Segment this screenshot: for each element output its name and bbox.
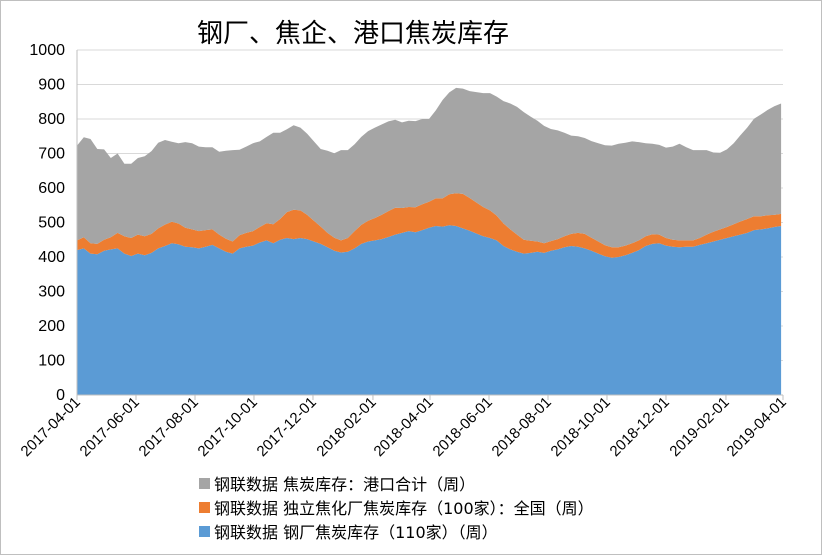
legend: 钢联数据 焦炭库存：港口合计（周） 钢联数据 独立焦化厂焦炭库存（100家）：全… [199,471,594,543]
x-tick-label: 2017-10-01 [195,394,261,460]
chart-title: 钢厂、焦企、港口焦炭库存 [197,19,510,49]
y-tick-label: 200 [38,318,65,335]
y-tick-label: 100 [38,353,65,370]
axes [76,50,784,400]
x-tick-label: 2019-02-01 [666,394,732,460]
y-tick-label: 300 [38,284,65,301]
x-tick-label: 2017-06-01 [77,394,143,460]
y-tick-label: 800 [38,111,65,128]
y-tick-label: 1000 [29,42,65,59]
legend-swatch-coking [199,501,210,513]
legend-swatch-port [199,477,210,489]
x-tick-label: 2018-12-01 [607,394,673,460]
x-tick-label: 2018-02-01 [313,394,379,460]
legend-label-port: 钢联数据 焦炭库存：港口合计（周） [214,475,476,494]
area-series-1 [77,193,782,258]
y-tick-label: 600 [38,180,65,197]
x-tick-label: 2017-08-01 [136,394,202,460]
x-tick-labels: 2017-04-012017-06-012017-08-012017-10-01… [18,394,790,460]
x-tick-label: 2018-10-01 [548,394,614,460]
legend-label-steel: 钢联数据 钢厂焦炭库存（110家）（周） [214,523,498,542]
y-tick-label: 700 [38,146,65,163]
x-tick-label: 2017-12-01 [254,394,320,460]
legend-label-coking: 钢联数据 独立焦化厂焦炭库存（100家）：全国（周） [214,499,594,518]
x-tick-label: 2017-04-01 [18,394,84,460]
x-tick-label: 2018-08-01 [489,394,555,460]
x-tick-label: 2018-04-01 [371,394,437,460]
legend-swatch-steel [199,525,210,537]
legend-item-coking-plant-inventory: 钢联数据 独立焦化厂焦炭库存（100家）：全国（周） [199,495,594,519]
chart-plot: 0 100 200 300 400 500 600 700 800 900 1000 2017-04… [18,42,790,460]
y-tick-label: 400 [38,249,65,266]
y-tick-label: 500 [38,215,65,232]
y-tick-label: 900 [38,77,65,94]
y-tick-labels: 0 100 200 300 400 500 600 700 800 900 1000 [29,42,65,404]
area-series-2 [77,87,782,248]
legend-item-port-inventory: 钢联数据 焦炭库存：港口合计（周） [199,471,594,495]
area-series-0 [77,225,782,395]
x-tick-label: 2019-04-01 [724,394,790,460]
legend-item-steel-mill-inventory: 钢联数据 钢厂焦炭库存（110家）（周） [199,519,594,543]
y-tick-label: 0 [56,387,65,404]
x-tick-label: 2018-06-01 [430,394,496,460]
area-series-layer [77,87,782,395]
